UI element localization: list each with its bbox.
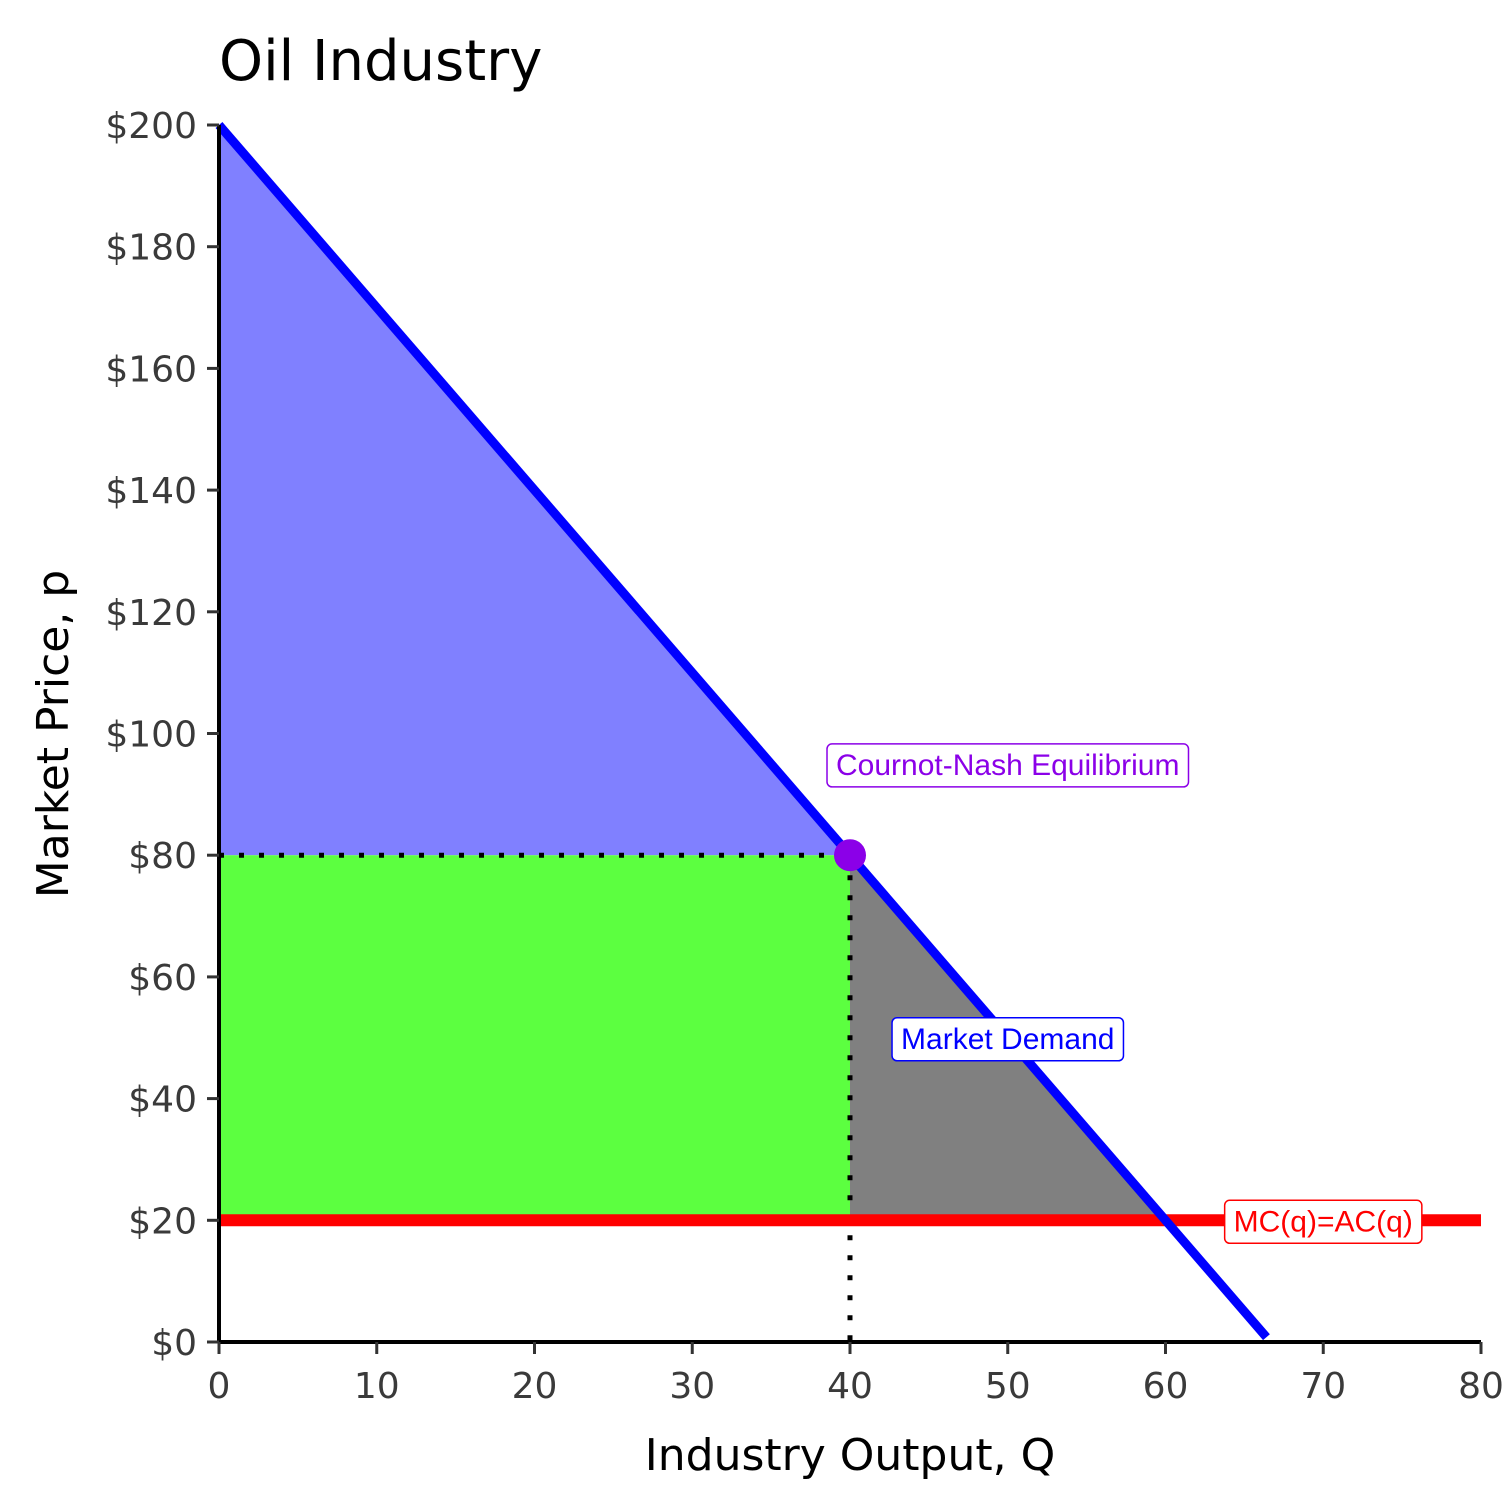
x-tick-label: 80 <box>1458 1366 1504 1407</box>
ticks: 0 10 20 30 40 50 60 70 80 $0 $20 $40 $60 $80 $100 $120 $… <box>105 106 1504 1407</box>
x-tick-label: 30 <box>669 1366 715 1407</box>
demand-line <box>215 122 1270 1341</box>
annotation-text: MC(q)=AC(q) <box>1234 1205 1413 1238</box>
x-tick-label: 70 <box>1300 1366 1346 1407</box>
annotation-text: Market Demand <box>901 1023 1114 1056</box>
annotation-box <box>1223 1199 1423 1245</box>
annotation-text: Cournot-Nash Equilibrium <box>836 749 1179 782</box>
annotation-label: MC(q)=AC(q) <box>1223 1199 1423 1245</box>
chart-title: Oil Industry <box>219 29 542 94</box>
annotation-label: Market Demand <box>891 1017 1125 1062</box>
annotation-box <box>826 743 1190 788</box>
annotation-label: Cournot-Nash Equilibrium <box>826 743 1190 788</box>
x-tick-label: 50 <box>985 1366 1031 1407</box>
annotation-box <box>891 1017 1125 1062</box>
x-tick-label: 0 <box>208 1366 231 1407</box>
y-tick-label: $100 <box>105 715 197 756</box>
y-tick-label: $180 <box>105 228 197 269</box>
y-tick-label: $0 <box>151 1323 197 1364</box>
points <box>834 839 866 872</box>
profit-region <box>219 855 850 1221</box>
y-tick-label: $60 <box>128 958 197 999</box>
x-axis-title: Industry Output, Q <box>645 1430 1055 1481</box>
x-tick-label: 40 <box>827 1366 873 1407</box>
x-tick-label: 10 <box>354 1366 400 1407</box>
y-axis-title: Market Price, p <box>28 570 79 898</box>
equilibrium-point <box>834 839 866 872</box>
y-tick-label: $200 <box>105 106 197 147</box>
x-tick-label: 20 <box>512 1366 558 1407</box>
y-tick-label: $20 <box>128 1201 197 1242</box>
equilibrium-guides <box>219 852 853 1342</box>
y-tick-label: $140 <box>105 471 197 512</box>
annotations: Cournot-Nash Equilibrium Market Demand MC(… <box>826 743 1423 1245</box>
y-tick-label: $120 <box>105 593 197 634</box>
y-tick-label: $40 <box>128 1080 197 1121</box>
y-tick-label: $160 <box>105 349 197 390</box>
x-tick-label: 60 <box>1143 1366 1189 1407</box>
y-tick-label: $80 <box>128 836 197 877</box>
